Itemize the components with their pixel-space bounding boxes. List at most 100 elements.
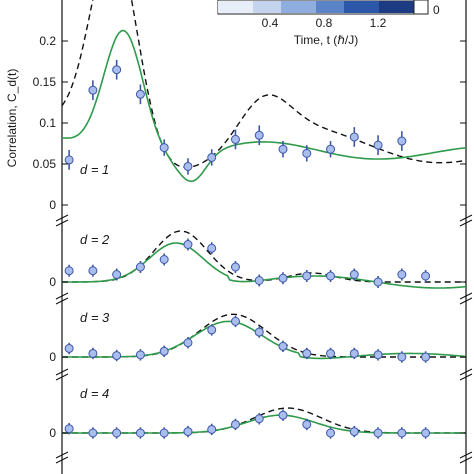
axis-break-mark [459, 214, 473, 222]
panel-plot-area [62, 313, 466, 363]
axis-break-mark [459, 297, 473, 305]
data-point [373, 350, 383, 360]
data-point [183, 161, 193, 171]
y-tick-label: 0.15 [33, 75, 57, 89]
colorbar-cell [400, 1, 408, 13]
axis-break-mark [55, 219, 69, 227]
colorbar-cell [351, 1, 359, 13]
data-point [397, 136, 407, 146]
panel-label: d = 4 [80, 386, 109, 401]
axis-break-mark [459, 219, 473, 227]
data-point [397, 428, 407, 438]
data-point [183, 240, 193, 249]
axis-break-mark [55, 456, 69, 464]
colorbar-cell [393, 1, 401, 13]
data-point [302, 419, 312, 429]
theory-curve [62, 242, 466, 289]
panel-label: d = 1 [80, 162, 109, 177]
panel-label: d = 2 [80, 232, 110, 247]
data-point [278, 144, 288, 154]
colorbar-tick-0: 0.4 [262, 16, 279, 30]
y-tick-label: 0 [49, 275, 56, 289]
axis-break-mark [459, 373, 473, 381]
data-point [421, 271, 431, 281]
theory-curve [62, 320, 466, 360]
colorbar-inset: 0 0.4 0.8 1.2 Time, t (ℏ/J) [217, 0, 440, 47]
theory-curve [62, 29, 466, 183]
colorbar-cell [407, 1, 415, 13]
reference-curve [62, 407, 466, 434]
colorbar-cell [260, 1, 268, 13]
panel-1: 0 0.05 0.1 0.15 0.2 d = 1 [33, 0, 466, 212]
colorbar-cell [225, 1, 233, 13]
data-point [88, 428, 98, 438]
panels: 0 0.05 0.1 0.15 0.2 d = 1 0 d = 2 0 d = 3 0 d = 4 [33, 0, 466, 440]
plot-frame [55, 0, 473, 474]
axis-break-mark [459, 292, 473, 300]
y-tick-label: 0.1 [39, 116, 56, 130]
data-point [135, 350, 145, 360]
data-point [230, 419, 240, 429]
colorbar-cell [330, 1, 338, 13]
colorbar-cell [295, 1, 303, 13]
axis-break-mark [55, 373, 69, 381]
data-point [254, 130, 264, 140]
axis-break-mark [55, 292, 69, 300]
colorbar-cell [288, 1, 296, 13]
axis-break-mark [55, 297, 69, 305]
data-point [302, 348, 312, 358]
data-point [207, 152, 217, 162]
reference-curve [62, 313, 466, 358]
data-point [159, 255, 169, 264]
panel-plot-area [62, 0, 466, 183]
colorbar-cell [365, 1, 373, 13]
colorbar-cell [302, 1, 310, 13]
reference-curve [62, 0, 466, 168]
data-point [207, 424, 217, 434]
y-tick-label: 0.05 [33, 157, 57, 171]
colorbar-cell [323, 1, 331, 13]
data-point [230, 262, 240, 272]
axis-break-mark [459, 451, 473, 459]
data-point [112, 351, 122, 361]
axis-break-mark [459, 456, 473, 464]
y-tick-label: 0 [49, 350, 56, 364]
axis-break-mark [459, 368, 473, 376]
data-point [159, 346, 169, 356]
data-point [326, 144, 336, 154]
data-point [230, 134, 240, 144]
panel-label: d = 3 [80, 310, 110, 325]
data-point [302, 148, 312, 158]
data-point [421, 428, 431, 438]
colorbar-cell [309, 1, 317, 13]
data-point [183, 427, 193, 437]
data-point [326, 348, 336, 358]
colorbar-zero-label: 0 [433, 3, 440, 17]
data-point [64, 266, 74, 276]
colorbar-cell [267, 1, 275, 13]
colorbar-cell [253, 1, 261, 13]
data-point [112, 270, 122, 279]
data-point [135, 89, 145, 99]
panel-plot-area [62, 407, 466, 439]
data-point [230, 316, 240, 326]
data-point [349, 270, 359, 279]
colorbar-cell [218, 1, 226, 13]
data-point [326, 428, 336, 438]
data-point [278, 273, 288, 283]
data-point [159, 143, 169, 153]
colorbar-cell [372, 1, 380, 13]
colorbar-cell [337, 1, 345, 13]
data-point [349, 427, 359, 437]
data-point [159, 428, 169, 438]
data-point [349, 348, 359, 358]
colorbar-tick-2: 1.2 [370, 16, 387, 30]
colorbar-tick-1: 0.8 [316, 16, 333, 30]
colorbar-cell [316, 1, 324, 13]
axis-break-mark [55, 368, 69, 376]
data-point [135, 428, 145, 438]
data-point [373, 140, 383, 150]
colorbar-cell [232, 1, 240, 13]
data-point [183, 338, 193, 348]
